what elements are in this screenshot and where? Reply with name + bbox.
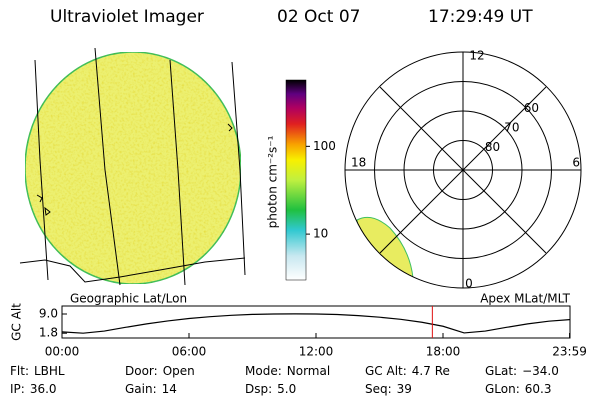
field-value: Normal: [287, 364, 330, 378]
status-field: GC Alt: 4.7 Re: [365, 364, 450, 378]
lat-label: 70: [504, 121, 519, 135]
field-value: LBHL: [34, 364, 65, 378]
mlt-label: 12: [469, 49, 484, 63]
lat-ring: [403, 110, 523, 230]
mlt-label: 0: [465, 277, 473, 291]
field-value: −34.0: [522, 364, 559, 378]
lat-ring: [433, 140, 493, 200]
x-tick-label: 00:00: [45, 345, 80, 359]
field-label: Seq:: [365, 382, 392, 396]
date: 02 Oct 07: [277, 7, 360, 27]
imager-image: [19, 47, 246, 286]
field-label: Mode:: [245, 364, 282, 378]
field-value: 39: [397, 382, 412, 396]
field-label: Door:: [125, 364, 158, 378]
colorbar-tick-label: 100: [313, 139, 336, 153]
colorbar-label: photon cm⁻²s⁻¹: [266, 135, 280, 228]
status-field: Mode: Normal: [245, 364, 330, 378]
coastlines: [36, 123, 233, 216]
status-field: Flt: LBHL: [10, 364, 65, 378]
status-field: Dsp: 5.0: [245, 382, 296, 396]
field-label: Dsp:: [245, 382, 272, 396]
x-tick-label: 23:59: [552, 345, 587, 359]
mlt-label: 18: [351, 156, 366, 170]
colorbar: [285, 79, 307, 281]
status-field: Gain: 14: [125, 382, 177, 396]
disk: [24, 51, 242, 285]
field-value: 14: [162, 382, 177, 396]
field-value: 36.0: [30, 382, 57, 396]
field-label: GLon:: [485, 382, 520, 396]
field-value: 4.7 Re: [412, 364, 450, 378]
status-field: Seq: 39: [365, 382, 412, 396]
lat-label: 80: [485, 140, 500, 154]
y-tick-label: 1.8: [39, 326, 58, 340]
grid-lines: [19, 47, 246, 286]
status-field: Door: Open: [125, 364, 195, 378]
mlt-label: 6: [572, 156, 580, 170]
lat-label: 60: [524, 101, 539, 115]
status-field: GLon: 60.3: [485, 382, 551, 396]
field-label: Gain:: [125, 382, 157, 396]
field-value: 5.0: [277, 382, 296, 396]
y-axis-label: GC Alt: [10, 303, 24, 341]
status-field: GLat: −34.0: [485, 364, 559, 378]
time: 17:29:49 UT: [428, 7, 533, 27]
x-tick-label: 18:00: [426, 345, 461, 359]
altitude-line: [61, 313, 570, 334]
right-caption: Apex MLat/MLT: [480, 292, 570, 306]
field-label: IP:: [10, 382, 25, 396]
left-caption: Geographic Lat/Lon: [70, 292, 187, 306]
title: Ultraviolet Imager: [50, 7, 204, 27]
x-tick-label: 06:00: [172, 345, 207, 359]
colorbar-tick-label: 10: [313, 227, 328, 241]
field-value: Open: [163, 364, 195, 378]
status-field: IP: 36.0: [10, 382, 57, 396]
axis-line: [379, 86, 547, 254]
field-value: 60.3: [525, 382, 552, 396]
x-tick-label: 12:00: [299, 345, 334, 359]
y-tick-label: 9.0: [39, 307, 58, 321]
lat-ring: [374, 81, 552, 259]
field-label: Flt:: [10, 364, 29, 378]
field-label: GC Alt:: [365, 364, 407, 378]
field-label: GLat:: [485, 364, 517, 378]
